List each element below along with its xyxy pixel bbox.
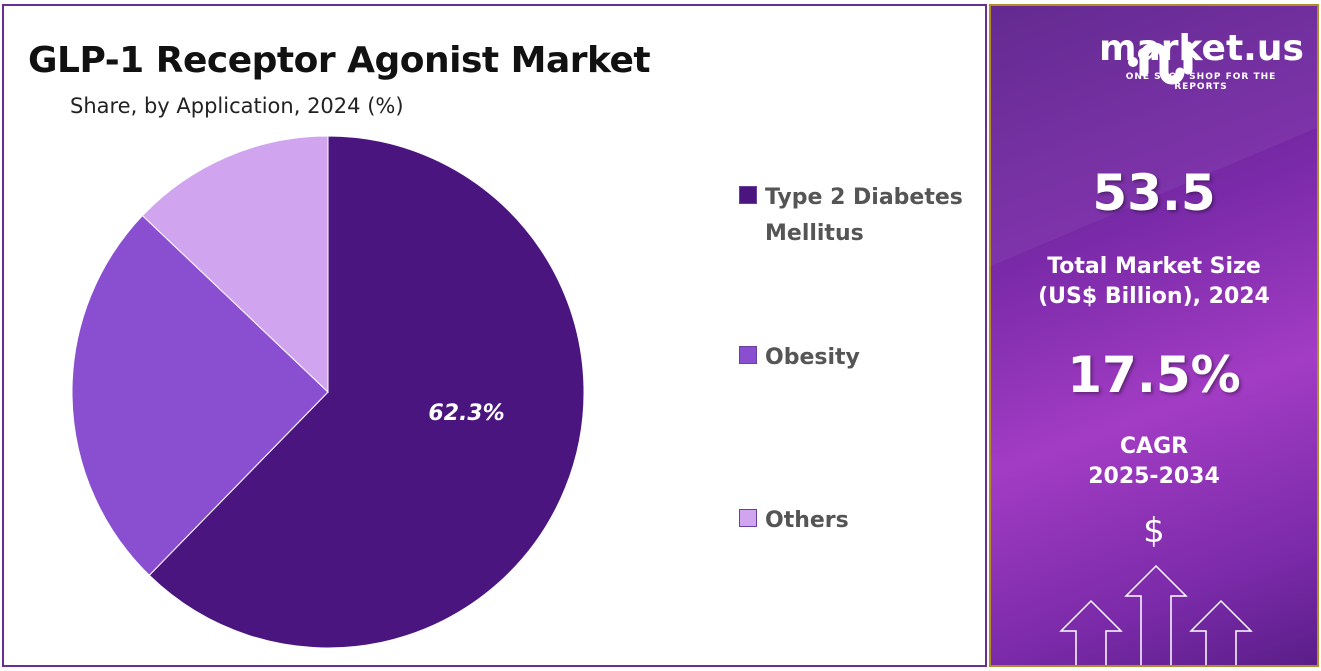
logo-text: market.us <box>1099 28 1304 69</box>
chart-subtitle: Share, by Application, 2024 (%) <box>70 94 404 118</box>
cagr-caption-2: 2025-2034 <box>1088 464 1220 489</box>
market-us-logo: market.us ONE STOP SHOP FOR THE REPORTS <box>1021 28 1304 92</box>
pie-slice-obesity <box>71 214 329 576</box>
data-label: 62.3% <box>428 401 504 426</box>
legend-swatch <box>739 186 757 204</box>
background-decoration <box>991 6 1317 665</box>
logo-tagline: ONE STOP SHOP FOR THE REPORTS <box>1125 72 1277 92</box>
market-size-caption-1: Total Market Size <box>1047 254 1261 279</box>
legend-label: Obesity <box>765 345 860 370</box>
legend-label: Others <box>765 508 849 533</box>
chart-panel: GLP-1 Receptor Agonist Market Share, by … <box>2 4 987 667</box>
pie-slice-type-2-diabetes-mellitus <box>148 135 585 649</box>
legend-swatch <box>739 346 757 364</box>
market-size-value: 53.5 <box>1092 164 1216 222</box>
summary-panel: market.us ONE STOP SHOP FOR THE REPORTS … <box>989 4 1319 667</box>
cagr-value: 17.5% <box>1067 346 1241 404</box>
legend-label: Type 2 Diabetes Mellitus <box>765 185 963 246</box>
legend-swatch <box>739 509 757 527</box>
market-us-logo-icon <box>1128 41 1193 85</box>
chart-title: GLP-1 Receptor Agonist Market <box>28 40 651 81</box>
up-arrow-icon <box>1059 564 1253 665</box>
pie-chart: 62.3% <box>71 135 585 649</box>
cagr-caption-1: CAGR <box>1119 434 1189 459</box>
market-size-caption-2: (US$ Billion), 2024 <box>1038 284 1270 309</box>
pie-slice-others <box>141 135 329 394</box>
dollar-icon: $ <box>1143 511 1165 551</box>
